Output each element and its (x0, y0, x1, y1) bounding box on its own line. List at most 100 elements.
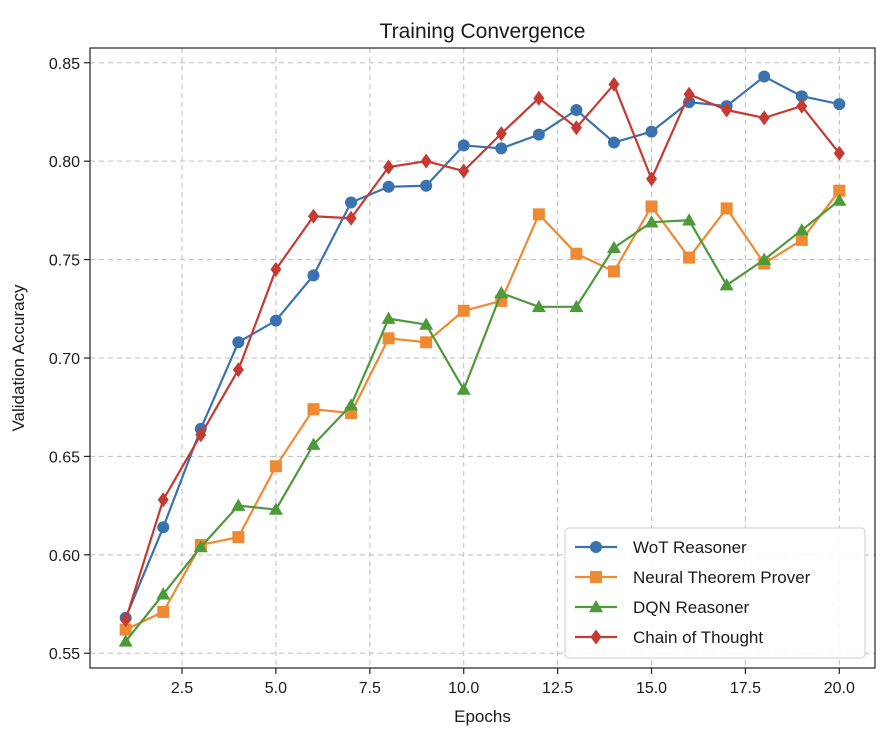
data-point-chain-of-thought (458, 163, 470, 179)
data-point-chain-of-thought (383, 159, 395, 175)
data-point-chain-of-thought (570, 120, 582, 136)
data-point-dqn-reasoner (494, 286, 509, 299)
data-point-chain-of-thought (721, 102, 733, 118)
data-point-dqn-reasoner (268, 502, 283, 515)
data-point-chain-of-thought (608, 76, 620, 92)
legend-marker-neural-theorem-prover (590, 571, 602, 583)
data-point-neural-theorem-prover (607, 265, 620, 278)
x-tick-label: 12.5 (542, 680, 573, 697)
data-point-neural-theorem-prover (720, 202, 733, 215)
data-point-wot-reasoner (532, 128, 545, 141)
y-tick-label: 0.65 (49, 449, 80, 466)
data-point-neural-theorem-prover (570, 247, 583, 260)
y-tick-label: 0.60 (49, 548, 80, 565)
y-tick-label: 0.80 (49, 154, 80, 171)
data-point-wot-reasoner (232, 336, 245, 349)
y-axis-title: Validation Accuracy (9, 284, 28, 432)
data-point-dqn-reasoner (682, 213, 697, 226)
x-tick-label: 20.0 (824, 680, 855, 697)
data-point-neural-theorem-prover (795, 233, 808, 246)
data-point-chain-of-thought (495, 126, 507, 142)
legend-label-dqn-reasoner: DQN Reasoner (633, 598, 750, 617)
data-point-dqn-reasoner (644, 215, 659, 228)
data-point-chain-of-thought (307, 208, 319, 224)
legend-box (564, 527, 866, 659)
series-line-wot-reasoner (124, 75, 840, 619)
data-point-neural-theorem-prover (307, 403, 320, 416)
data-point-wot-reasoner (420, 179, 433, 192)
legend: WoT Reasoner Neural Theorem Prover DQN Rea… (564, 527, 866, 659)
legend-marker-dqn-reasoner (589, 600, 603, 613)
y-tick-label: 0.55 (49, 646, 80, 663)
x-tick-label: 7.5 (359, 680, 381, 697)
data-point-dqn-reasoner (231, 498, 246, 511)
data-point-wot-reasoner (307, 269, 320, 282)
data-point-neural-theorem-prover (269, 460, 282, 473)
series-group (118, 70, 847, 647)
data-point-neural-theorem-prover (157, 605, 170, 618)
data-point-dqn-reasoner (381, 311, 396, 324)
data-point-wot-reasoner (795, 90, 808, 103)
data-point-chain-of-thought (796, 98, 808, 114)
legend-marker-chain-of-thought (590, 629, 602, 645)
legend-label-wot-reasoner: WoT Reasoner (633, 538, 747, 557)
data-point-dqn-reasoner (606, 240, 621, 254)
data-point-neural-theorem-prover (683, 251, 696, 264)
data-point-dqn-reasoner (344, 398, 359, 411)
x-tick-label: 2.5 (171, 680, 193, 697)
legend-label-neural-theorem-prover: Neural Theorem Prover (633, 568, 811, 587)
series-line-chain-of-thought (124, 83, 841, 621)
x-axis-title: Epochs (454, 707, 511, 726)
data-point-chain-of-thought (195, 427, 207, 443)
data-point-dqn-reasoner (156, 587, 171, 600)
data-point-neural-theorem-prover (645, 200, 658, 213)
data-point-dqn-reasoner (306, 437, 321, 450)
data-point-dqn-reasoner (719, 278, 734, 291)
series-chain-of-thought (120, 76, 845, 628)
data-point-dqn-reasoner (419, 317, 434, 330)
data-point-chain-of-thought (157, 492, 169, 508)
data-point-wot-reasoner (382, 180, 395, 193)
data-point-wot-reasoner (607, 136, 620, 149)
legend-marker-wot-reasoner (590, 541, 602, 553)
data-point-neural-theorem-prover (457, 304, 470, 317)
x-tick-label: 17.5 (730, 680, 761, 697)
series-wot-reasoner (119, 70, 846, 624)
data-point-neural-theorem-prover (119, 623, 132, 636)
y-tick-label: 0.75 (49, 253, 80, 270)
data-point-chain-of-thought (833, 145, 845, 161)
data-point-dqn-reasoner (193, 539, 208, 553)
data-point-dqn-reasoner (757, 252, 772, 265)
data-point-wot-reasoner (457, 139, 470, 152)
data-point-wot-reasoner (495, 142, 508, 155)
y-tick-label: 0.85 (49, 56, 80, 73)
data-point-chain-of-thought (758, 110, 770, 126)
data-point-chain-of-thought (232, 362, 244, 378)
data-point-dqn-reasoner (118, 634, 133, 647)
data-point-neural-theorem-prover (833, 184, 846, 197)
data-point-wot-reasoner (645, 125, 658, 138)
data-point-wot-reasoner (570, 104, 583, 116)
x-tick-label: 15.0 (636, 680, 667, 697)
axis-ticks: 2.5 5.0 7.5 10.0 12.5 15.0 17.5 20.0 0.55 0.60 0.6… (49, 56, 855, 697)
data-point-wot-reasoner (269, 314, 282, 327)
chart-title: Training Convergence (380, 20, 586, 43)
series-line-neural-theorem-prover (125, 190, 841, 631)
data-point-chain-of-thought (646, 171, 658, 187)
data-point-wot-reasoner (833, 98, 846, 111)
data-point-neural-theorem-prover (532, 208, 545, 221)
data-point-chain-of-thought (533, 90, 545, 106)
x-tick-label: 10.0 (448, 680, 479, 697)
data-point-wot-reasoner (157, 521, 170, 534)
data-point-chain-of-thought (683, 86, 695, 102)
data-point-dqn-reasoner (832, 193, 847, 206)
data-point-dqn-reasoner (456, 382, 471, 395)
data-point-dqn-reasoner (794, 223, 809, 236)
data-point-wot-reasoner (758, 70, 771, 83)
data-point-dqn-reasoner (569, 299, 584, 313)
data-point-chain-of-thought (120, 612, 132, 628)
data-point-wot-reasoner (345, 196, 358, 209)
data-point-neural-theorem-prover (232, 531, 245, 544)
legend-label-chain-of-thought: Chain of Thought (633, 628, 763, 647)
